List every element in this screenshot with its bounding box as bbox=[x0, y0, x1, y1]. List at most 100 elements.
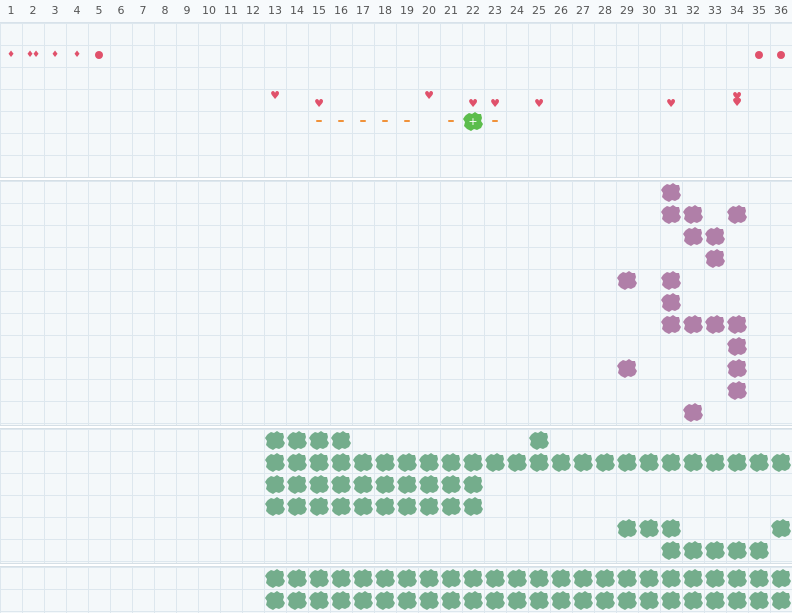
heart-icon[interactable]: ♥ bbox=[534, 97, 544, 110]
lane-top[interactable]: ♦ ♦ ♦ ♦ ♦ ♥ ♥ ♥ ♥ ♥ ♥ ♥ ♥ ♥ + bbox=[0, 23, 792, 177]
green-tile[interactable] bbox=[771, 568, 791, 588]
green-tile[interactable] bbox=[419, 590, 439, 610]
green-tile[interactable] bbox=[617, 518, 637, 538]
green-tile[interactable] bbox=[397, 568, 417, 588]
green-tile[interactable] bbox=[507, 590, 527, 610]
green-tile[interactable] bbox=[617, 568, 637, 588]
green-tile[interactable] bbox=[441, 496, 461, 516]
green-tile[interactable] bbox=[331, 568, 351, 588]
green-tile[interactable] bbox=[595, 590, 615, 610]
green-tile[interactable] bbox=[397, 590, 417, 610]
green-tile[interactable] bbox=[705, 452, 725, 472]
green-tile[interactable] bbox=[331, 452, 351, 472]
purple-tile[interactable] bbox=[661, 204, 681, 224]
green-tile[interactable] bbox=[287, 474, 307, 494]
green-tile[interactable] bbox=[529, 568, 549, 588]
green-tile[interactable] bbox=[419, 452, 439, 472]
green-tile[interactable] bbox=[287, 590, 307, 610]
green-tile[interactable] bbox=[639, 518, 659, 538]
green-tile[interactable] bbox=[683, 568, 703, 588]
green-tile[interactable] bbox=[287, 496, 307, 516]
green-tile[interactable] bbox=[353, 590, 373, 610]
lane-green[interactable] bbox=[0, 429, 792, 563]
heart-icon[interactable]: ♥ bbox=[424, 89, 434, 102]
green-tile[interactable] bbox=[441, 568, 461, 588]
green-tile[interactable] bbox=[397, 452, 417, 472]
pin-dot-icon[interactable] bbox=[770, 44, 792, 66]
green-tile[interactable] bbox=[727, 568, 747, 588]
green-tile[interactable] bbox=[375, 590, 395, 610]
droplet-icon[interactable]: ♦ bbox=[6, 49, 16, 60]
green-tile[interactable] bbox=[529, 430, 549, 450]
purple-tile[interactable] bbox=[727, 314, 747, 334]
purple-tile[interactable] bbox=[705, 248, 725, 268]
heart-icon[interactable]: ♥ bbox=[666, 97, 676, 110]
green-tile[interactable] bbox=[353, 568, 373, 588]
droplet-icon[interactable]: ♦ bbox=[72, 49, 82, 60]
green-tile[interactable] bbox=[353, 452, 373, 472]
green-tile[interactable] bbox=[727, 540, 747, 560]
purple-tile[interactable] bbox=[683, 402, 703, 422]
pin-dot-icon[interactable] bbox=[88, 44, 110, 66]
green-tile[interactable] bbox=[683, 452, 703, 472]
green-tile[interactable] bbox=[749, 452, 769, 472]
green-tile[interactable] bbox=[463, 568, 483, 588]
green-tile[interactable] bbox=[639, 590, 659, 610]
green-tile[interactable] bbox=[595, 568, 615, 588]
green-tile[interactable] bbox=[441, 452, 461, 472]
green-tile[interactable] bbox=[485, 452, 505, 472]
green-tile[interactable] bbox=[551, 452, 571, 472]
green-tile[interactable] bbox=[705, 540, 725, 560]
green-tile[interactable] bbox=[463, 496, 483, 516]
green-tile[interactable] bbox=[397, 474, 417, 494]
dash-marker[interactable] bbox=[374, 110, 396, 132]
green-tile[interactable] bbox=[771, 518, 791, 538]
green-tile[interactable] bbox=[265, 496, 285, 516]
green-tile[interactable] bbox=[749, 568, 769, 588]
green-tile[interactable] bbox=[749, 590, 769, 610]
green-tile[interactable] bbox=[309, 474, 329, 494]
green-tile[interactable] bbox=[771, 590, 791, 610]
green-tile[interactable] bbox=[331, 430, 351, 450]
purple-tile[interactable] bbox=[683, 226, 703, 246]
green-tile[interactable] bbox=[573, 452, 593, 472]
purple-tile[interactable] bbox=[617, 270, 637, 290]
purple-tile[interactable] bbox=[683, 204, 703, 224]
heart-icon[interactable]: ♥ bbox=[468, 97, 478, 110]
green-tile[interactable] bbox=[331, 496, 351, 516]
purple-tile[interactable] bbox=[661, 314, 681, 334]
green-tile[interactable] bbox=[463, 590, 483, 610]
green-tile[interactable] bbox=[287, 568, 307, 588]
green-tile[interactable] bbox=[375, 474, 395, 494]
green-tile[interactable] bbox=[705, 590, 725, 610]
green-tile[interactable] bbox=[265, 590, 285, 610]
selected-tile[interactable]: + bbox=[463, 111, 483, 131]
green-tile[interactable] bbox=[771, 452, 791, 472]
green-tile[interactable] bbox=[309, 568, 329, 588]
droplet-icon[interactable]: ♦ bbox=[25, 49, 35, 60]
green-tile[interactable] bbox=[573, 590, 593, 610]
dash-marker[interactable] bbox=[330, 110, 352, 132]
dash-marker[interactable] bbox=[396, 110, 418, 132]
green-tile[interactable] bbox=[441, 474, 461, 494]
purple-tile[interactable] bbox=[661, 292, 681, 312]
green-tile[interactable] bbox=[375, 452, 395, 472]
green-tile[interactable] bbox=[265, 474, 285, 494]
green-tile[interactable] bbox=[265, 568, 285, 588]
green-tile[interactable] bbox=[419, 474, 439, 494]
green-tile[interactable] bbox=[507, 568, 527, 588]
green-tile[interactable] bbox=[353, 474, 373, 494]
green-tile[interactable] bbox=[727, 590, 747, 610]
green-tile[interactable] bbox=[749, 540, 769, 560]
heart-icon[interactable]: ♥ bbox=[732, 96, 742, 109]
green-tile[interactable] bbox=[617, 452, 637, 472]
heart-icon[interactable]: ♥ bbox=[732, 90, 742, 103]
green-tile[interactable] bbox=[441, 590, 461, 610]
green-tile[interactable] bbox=[529, 452, 549, 472]
green-tile[interactable] bbox=[463, 452, 483, 472]
heart-icon[interactable]: ♥ bbox=[490, 97, 500, 110]
heart-icon[interactable]: ♥ bbox=[314, 97, 324, 110]
green-tile[interactable] bbox=[331, 590, 351, 610]
purple-tile[interactable] bbox=[705, 226, 725, 246]
green-tile[interactable] bbox=[265, 430, 285, 450]
